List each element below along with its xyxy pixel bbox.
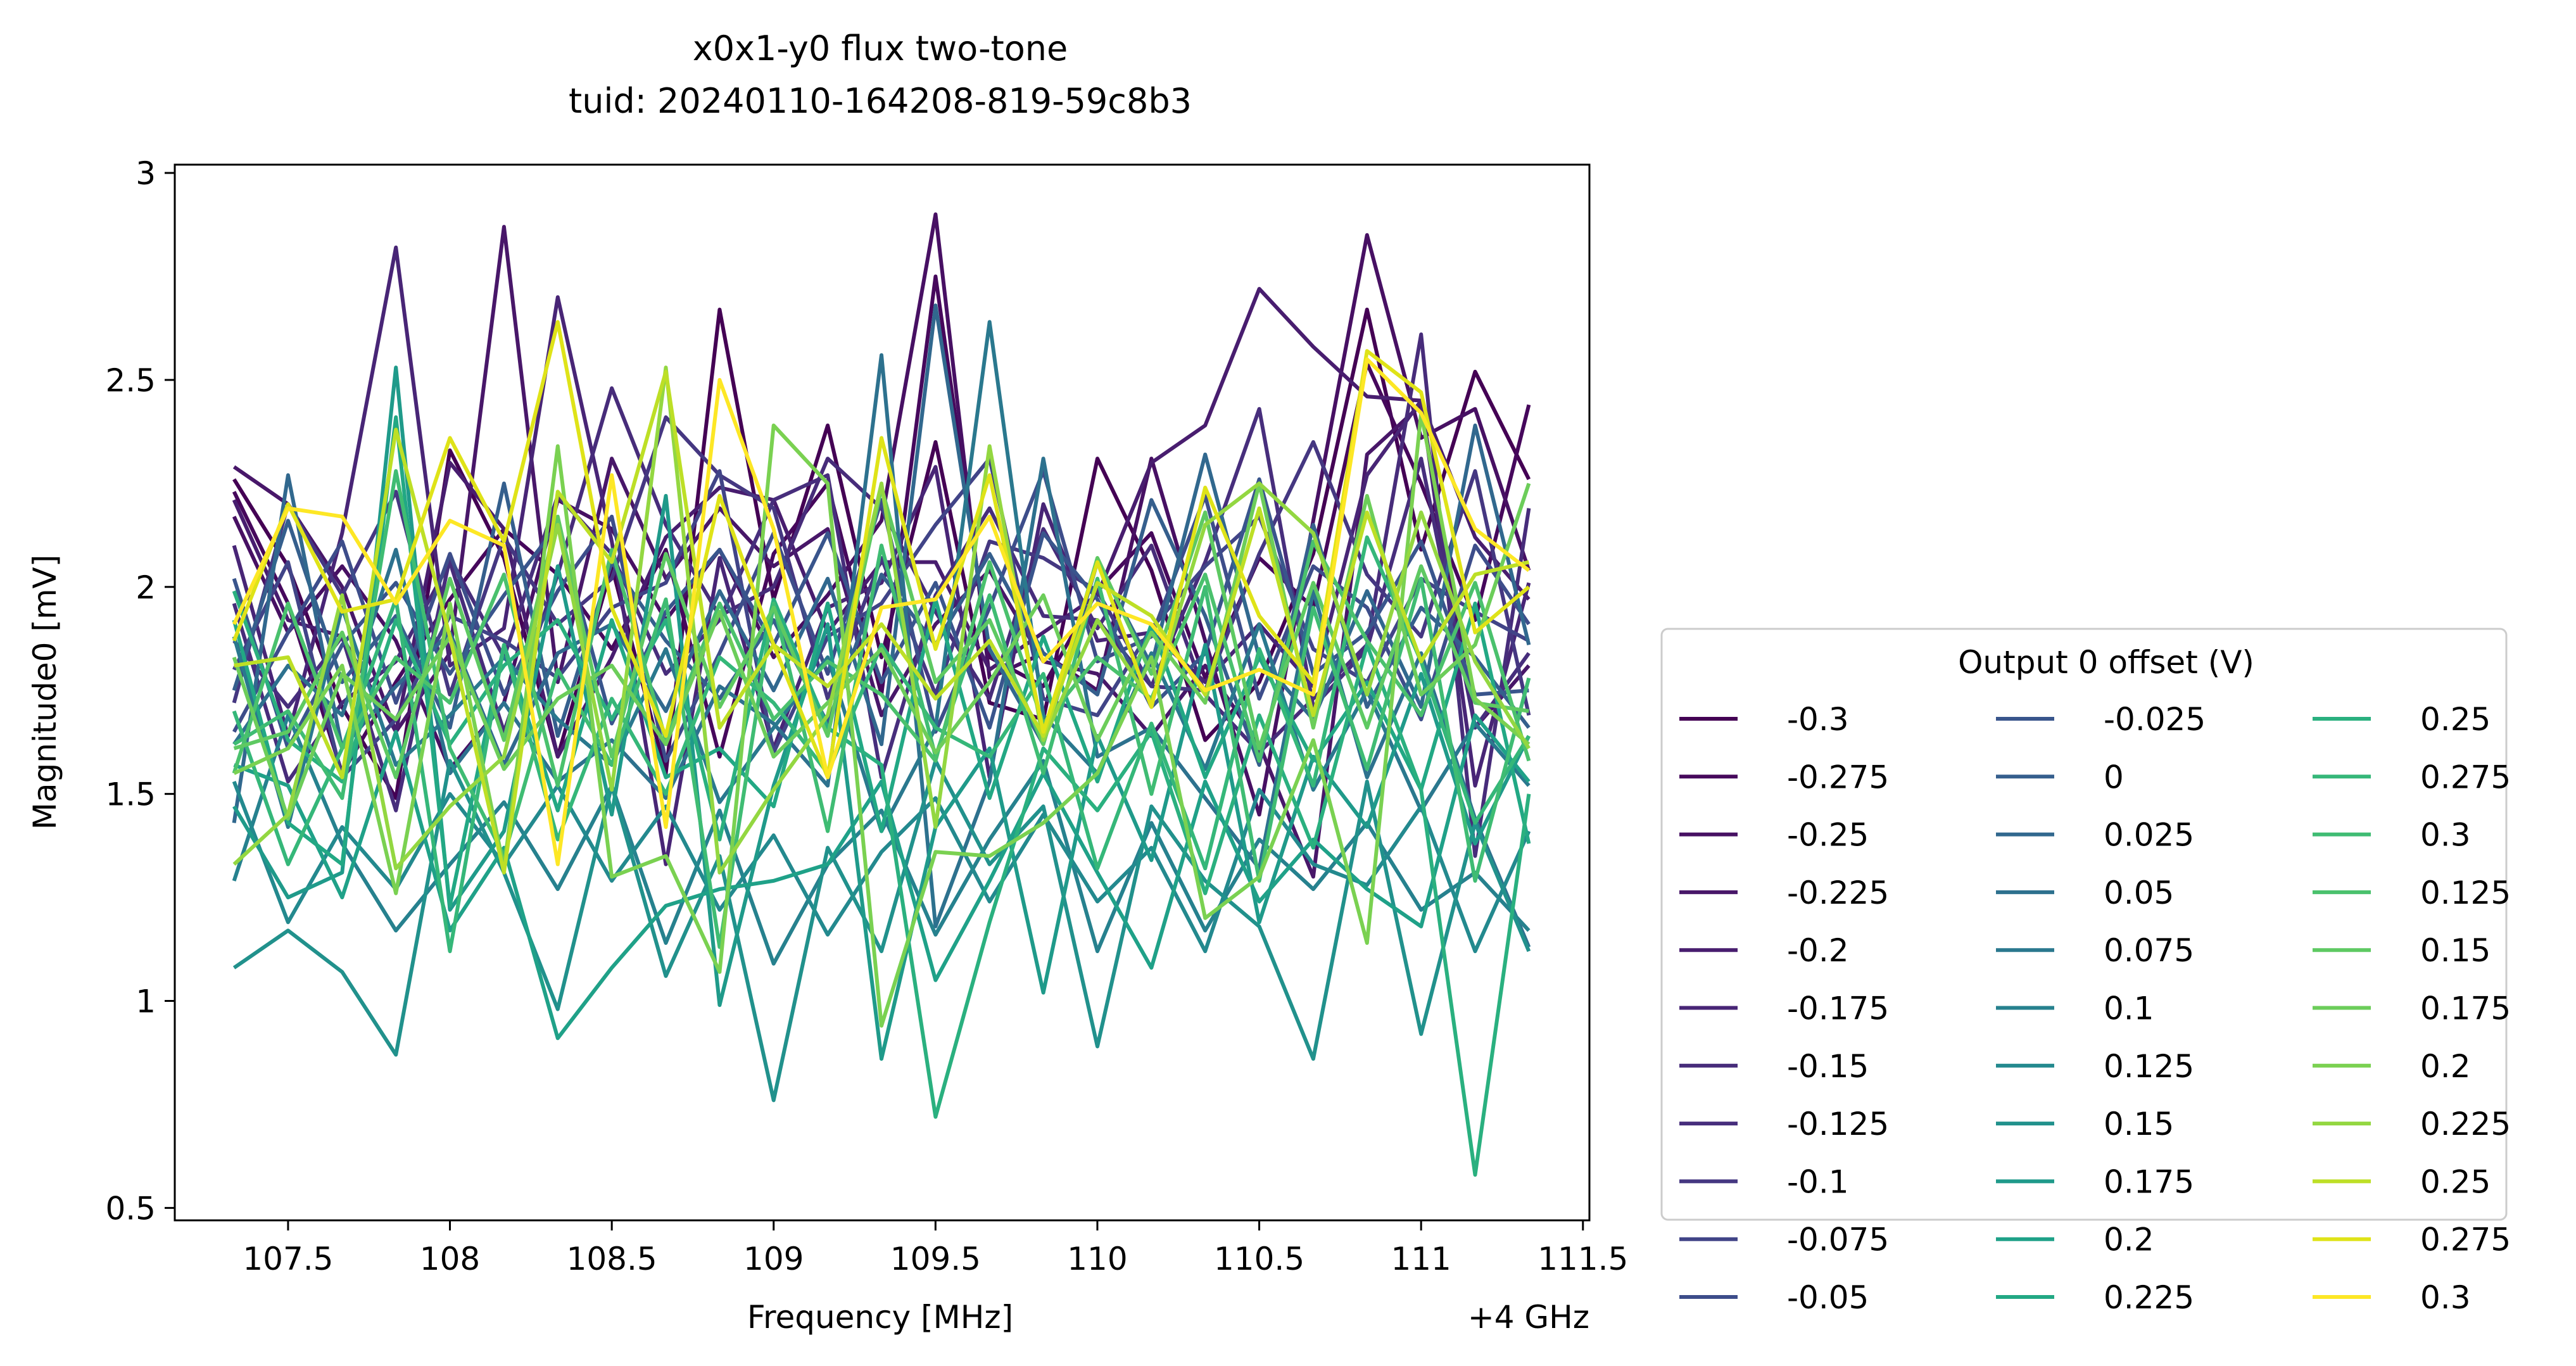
y-tick-label: 0.5 (105, 1190, 156, 1227)
x-tick-label: 108 (420, 1241, 480, 1277)
legend-label: 0.15 (2420, 932, 2491, 969)
legend-label: 0.2 (2420, 1048, 2471, 1085)
series-line-17 (232, 781, 1531, 954)
series-line-32 (232, 357, 1531, 866)
legend-label: 0.125 (2104, 1048, 2194, 1085)
legend-label: -0.225 (1787, 875, 1889, 911)
legend-label: -0.15 (1787, 1048, 1869, 1085)
x-tick-label: 110.5 (1214, 1241, 1304, 1277)
legend: Output 0 offset (V) -0.3 -0.275 -0.25 -0.22… (1660, 628, 2511, 1316)
y-tick-label: 3 (136, 155, 156, 192)
series-line-14 (232, 353, 1531, 948)
x-tick-label: 110 (1067, 1241, 1127, 1277)
y-tick-label: 2.5 (105, 362, 156, 399)
x-axis: 107.5 108 108.5 109 109.5 110 110.5 111 111.5 (243, 1220, 1628, 1277)
legend-label: -0.2 (1787, 932, 1849, 969)
series-line-23 (232, 535, 1531, 954)
y-axis-label: Magnitude0 [mV] (27, 555, 63, 830)
legend-label: -0.05 (1787, 1279, 1869, 1316)
legend-label: -0.25 (1787, 817, 1869, 854)
y-axis: 0.5 1 1.5 2 2.5 3 (105, 155, 175, 1227)
y-tick-label: 2 (136, 569, 156, 606)
x-tick-label: 109.5 (890, 1241, 981, 1277)
chart-subtitle: tuid: 20240110-164208-819-59c8b3 (569, 81, 1192, 121)
series-line-29 (232, 365, 1531, 875)
legend-label: 0.2 (2104, 1222, 2154, 1258)
legend-label: -0.125 (1787, 1106, 1889, 1142)
legend-label: 0.175 (2104, 1163, 2194, 1200)
legend-label: -0.075 (1787, 1222, 1889, 1258)
legend-entries: -0.3 -0.275 -0.25 -0.225 -0.2 -0.175 -0.15 -0.1… (1679, 701, 2511, 1316)
series-line-20 (233, 713, 1531, 1040)
legend-label: 0.25 (2420, 1163, 2491, 1200)
series-line-30 (234, 369, 1530, 875)
x-tick-label: 111 (1391, 1241, 1451, 1277)
x-tick-label: 111.5 (1537, 1241, 1628, 1277)
series-line-19 (232, 365, 1531, 1061)
series-line-9 (232, 457, 1530, 780)
series-layer (232, 212, 1531, 1177)
legend-label: -0.275 (1787, 759, 1889, 795)
legend-label: 0.075 (2104, 932, 2194, 969)
series-line-21 (232, 415, 1531, 908)
legend-label: -0.3 (1787, 701, 1849, 738)
x-axis-label: Frequency [MHz] (747, 1299, 1013, 1336)
plot-frame (174, 163, 1591, 1222)
chart-title: x0x1-y0 flux two-tone (693, 28, 1068, 68)
legend-label: 0.275 (2420, 759, 2511, 795)
x-tick-label: 107.5 (243, 1241, 333, 1277)
series-line-12 (232, 481, 1531, 767)
legend-label: 0.175 (2420, 990, 2511, 1027)
legend-label: 0.1 (2104, 990, 2154, 1027)
series-line-25 (232, 539, 1531, 788)
legend-label: 0.225 (2420, 1106, 2511, 1142)
legend-label: -0.175 (1787, 990, 1889, 1027)
y-tick-label: 1.5 (105, 776, 156, 813)
legend-label: -0.1 (1787, 1163, 1849, 1200)
legend-label: 0.3 (2420, 817, 2471, 854)
legend-label: 0.3 (2420, 1279, 2471, 1316)
series-line-31 (232, 320, 1531, 780)
series-line-10 (232, 469, 1531, 763)
legend-label: 0.025 (2104, 817, 2194, 854)
series-line-8 (232, 415, 1531, 716)
legend-label: 0.25 (2420, 701, 2491, 738)
x-tick-label: 109 (743, 1241, 804, 1277)
series-line-16 (232, 713, 1531, 966)
series-line-18 (232, 759, 1531, 1103)
legend-label: 0.15 (2104, 1106, 2174, 1142)
legend-label: -0.025 (2104, 701, 2206, 738)
series-line-24 (233, 469, 1531, 949)
x-tick-label: 108.5 (567, 1241, 657, 1277)
series-line-28 (233, 411, 1531, 1028)
legend-label: 0 (2104, 759, 2124, 795)
legend-box (1660, 628, 2508, 1221)
legend-label: 0.275 (2420, 1222, 2511, 1258)
legend-label: 0.125 (2420, 875, 2511, 911)
legend-label: 0.225 (2104, 1279, 2194, 1316)
series-line-0 (232, 307, 1531, 800)
x-offset-label: +4 GHz (1468, 1299, 1589, 1336)
y-tick-label: 1 (136, 983, 156, 1020)
legend-title: Output 0 offset (V) (1958, 644, 2254, 681)
legend-label: 0.05 (2104, 875, 2174, 911)
